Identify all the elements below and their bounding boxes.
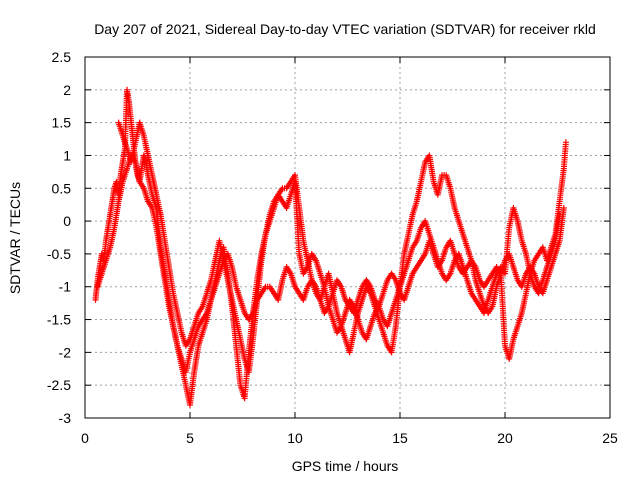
- y-tick-label: 0.5: [52, 180, 72, 196]
- y-tick-label: 1: [63, 147, 71, 163]
- x-axis-label: GPS time / hours: [292, 458, 399, 474]
- x-tick-label: 15: [392, 430, 408, 446]
- chart-title: Day 207 of 2021, Sidereal Day-to-day VTE…: [94, 21, 596, 37]
- y-tick-label: 2: [63, 82, 71, 98]
- y-axis-label: SDTVAR / TECUs: [7, 182, 23, 294]
- x-tick-label: 25: [602, 430, 618, 446]
- y-tick-label: -1.5: [47, 312, 71, 328]
- y-tick-label: -2: [59, 344, 72, 360]
- y-tick-labels: -3 -2.5 -2 -1.5 -1 -0.5 0 0.5 1 1.5 2 2.5: [47, 49, 71, 426]
- series-trace-C: [115, 119, 563, 376]
- y-tick-label: 0: [63, 213, 71, 229]
- x-tick-labels: 0 5 10 15 20 25: [81, 430, 618, 446]
- data-series: [92, 86, 569, 408]
- x-tick-label: 20: [497, 430, 513, 446]
- axis-ticks: [84, 56, 611, 419]
- x-tick-label: 5: [186, 430, 194, 446]
- x-tick-label: 10: [287, 430, 303, 446]
- y-tick-label: 2.5: [52, 49, 72, 65]
- y-tick-label: -3: [59, 410, 72, 426]
- data-point: [560, 205, 567, 211]
- y-tick-label: -0.5: [47, 246, 71, 262]
- y-tick-label: -1: [59, 279, 72, 295]
- y-tick-label: -2.5: [47, 377, 71, 393]
- plot-frame: [84, 56, 611, 419]
- data-point: [556, 211, 563, 218]
- x-tick-label: 0: [81, 430, 89, 446]
- data-point: [562, 139, 569, 146]
- y-tick-label: 1.5: [52, 115, 72, 131]
